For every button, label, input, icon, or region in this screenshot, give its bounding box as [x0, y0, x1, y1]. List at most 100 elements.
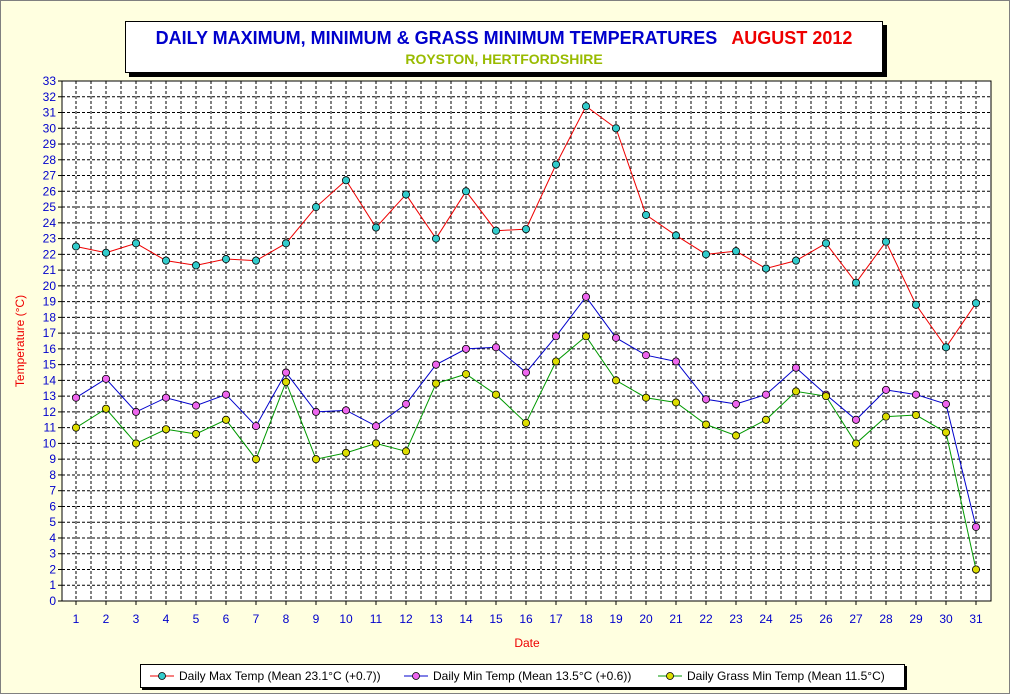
data-point	[311, 407, 320, 416]
data-point	[401, 447, 410, 456]
data-point	[852, 278, 861, 287]
y-tick-label: 8	[49, 468, 56, 482]
y-tick-label: 16	[43, 342, 57, 356]
data-point	[912, 390, 921, 399]
data-point	[612, 124, 621, 133]
data-point	[461, 344, 470, 353]
y-tick-label: 10	[43, 436, 57, 450]
data-point	[102, 374, 111, 383]
x-tick-label: 21	[669, 612, 683, 626]
x-tick-label: 7	[253, 612, 260, 626]
data-point	[642, 351, 651, 360]
y-tick-label: 0	[49, 594, 56, 608]
data-point	[191, 429, 200, 438]
data-point	[612, 333, 621, 342]
data-point	[942, 428, 951, 437]
x-tick-label: 30	[939, 612, 953, 626]
y-tick-label: 21	[43, 263, 57, 277]
data-point	[792, 363, 801, 372]
temperature-chart: 0123456789101112131415161718192021222324…	[13, 74, 992, 650]
data-point	[732, 400, 741, 409]
y-tick-label: 30	[43, 121, 57, 135]
legend-swatch	[658, 672, 682, 680]
data-point	[552, 357, 561, 366]
data-point	[461, 370, 470, 379]
data-point	[72, 423, 81, 432]
y-tick-label: 29	[43, 137, 57, 151]
y-tick-label: 18	[43, 310, 57, 324]
x-tick-label: 24	[759, 612, 773, 626]
y-tick-label: 23	[43, 232, 57, 246]
data-point	[371, 422, 380, 431]
chart-month: AUGUST 2012	[731, 28, 853, 48]
data-point	[522, 418, 531, 427]
y-tick-label: 11	[44, 421, 57, 435]
data-point	[491, 226, 500, 235]
y-tick-label: 31	[43, 106, 57, 120]
legend-swatch	[150, 672, 174, 680]
data-point	[672, 231, 681, 240]
x-tick-label: 20	[639, 612, 653, 626]
data-point	[882, 237, 891, 246]
data-point	[431, 360, 440, 369]
x-tick-label: 11	[370, 612, 383, 626]
data-point	[401, 400, 410, 409]
data-point	[672, 398, 681, 407]
y-tick-labels: 0123456789101112131415161718192021222324…	[43, 74, 57, 608]
data-point	[72, 242, 81, 251]
x-tick-label: 25	[789, 612, 803, 626]
x-tick-label: 10	[339, 612, 353, 626]
y-tick-label: 12	[43, 405, 57, 419]
data-point	[912, 411, 921, 420]
y-tick-label: 26	[43, 184, 57, 198]
x-tick-label: 14	[459, 612, 473, 626]
x-tick-label: 17	[549, 612, 563, 626]
x-tick-labels: 1 2 3 4 5 6 7 8 9 10 11 12 13 14 15 16 17 18 19 20 21 22 23 24 2…	[73, 612, 983, 626]
data-point	[882, 412, 891, 421]
y-tick-label: 1	[49, 578, 56, 592]
data-point	[251, 422, 260, 431]
x-tick-label: 29	[909, 612, 923, 626]
data-point	[582, 292, 591, 301]
x-tick-label: 18	[579, 612, 593, 626]
legend-label: Daily Max Temp (Mean 23.1°C (+0.7))	[179, 669, 381, 683]
x-tick-label: 1	[73, 612, 80, 626]
data-point	[161, 393, 170, 402]
data-point	[281, 368, 290, 377]
y-tick-label: 3	[49, 547, 56, 561]
y-tick-label: 25	[43, 200, 57, 214]
data-point	[191, 261, 200, 270]
data-point	[642, 210, 651, 219]
data-point	[732, 247, 741, 256]
y-axis-label: Temperature (°C)	[13, 295, 27, 387]
x-tick-label: 4	[163, 612, 170, 626]
data-point	[822, 239, 831, 248]
data-point	[161, 425, 170, 434]
y-tick-label: 27	[43, 169, 57, 183]
y-tick-label: 22	[43, 247, 57, 261]
legend-marker	[158, 672, 166, 680]
data-point	[431, 379, 440, 388]
data-point	[702, 250, 711, 259]
data-point	[762, 415, 771, 424]
y-tick-label: 4	[49, 531, 56, 545]
data-point	[311, 455, 320, 464]
data-point	[491, 390, 500, 399]
y-tick-label: 19	[43, 295, 57, 309]
y-tick-label: 9	[49, 452, 56, 466]
legend-marker	[412, 672, 420, 680]
data-point	[822, 392, 831, 401]
x-tick-label: 31	[969, 612, 983, 626]
data-point	[281, 239, 290, 248]
data-point	[341, 406, 350, 415]
legend-label: Daily Min Temp (Mean 13.5°C (+0.6))	[433, 669, 632, 683]
data-point	[491, 343, 500, 352]
data-point	[221, 415, 230, 424]
data-point	[552, 332, 561, 341]
data-point	[612, 376, 621, 385]
legend-label: Daily Grass Min Temp (Mean 11.5°C)	[687, 669, 885, 683]
data-point	[102, 248, 111, 257]
y-tick-label: 28	[43, 153, 57, 167]
x-axis-label: Date	[514, 636, 540, 650]
y-tick-label: 33	[43, 74, 57, 88]
